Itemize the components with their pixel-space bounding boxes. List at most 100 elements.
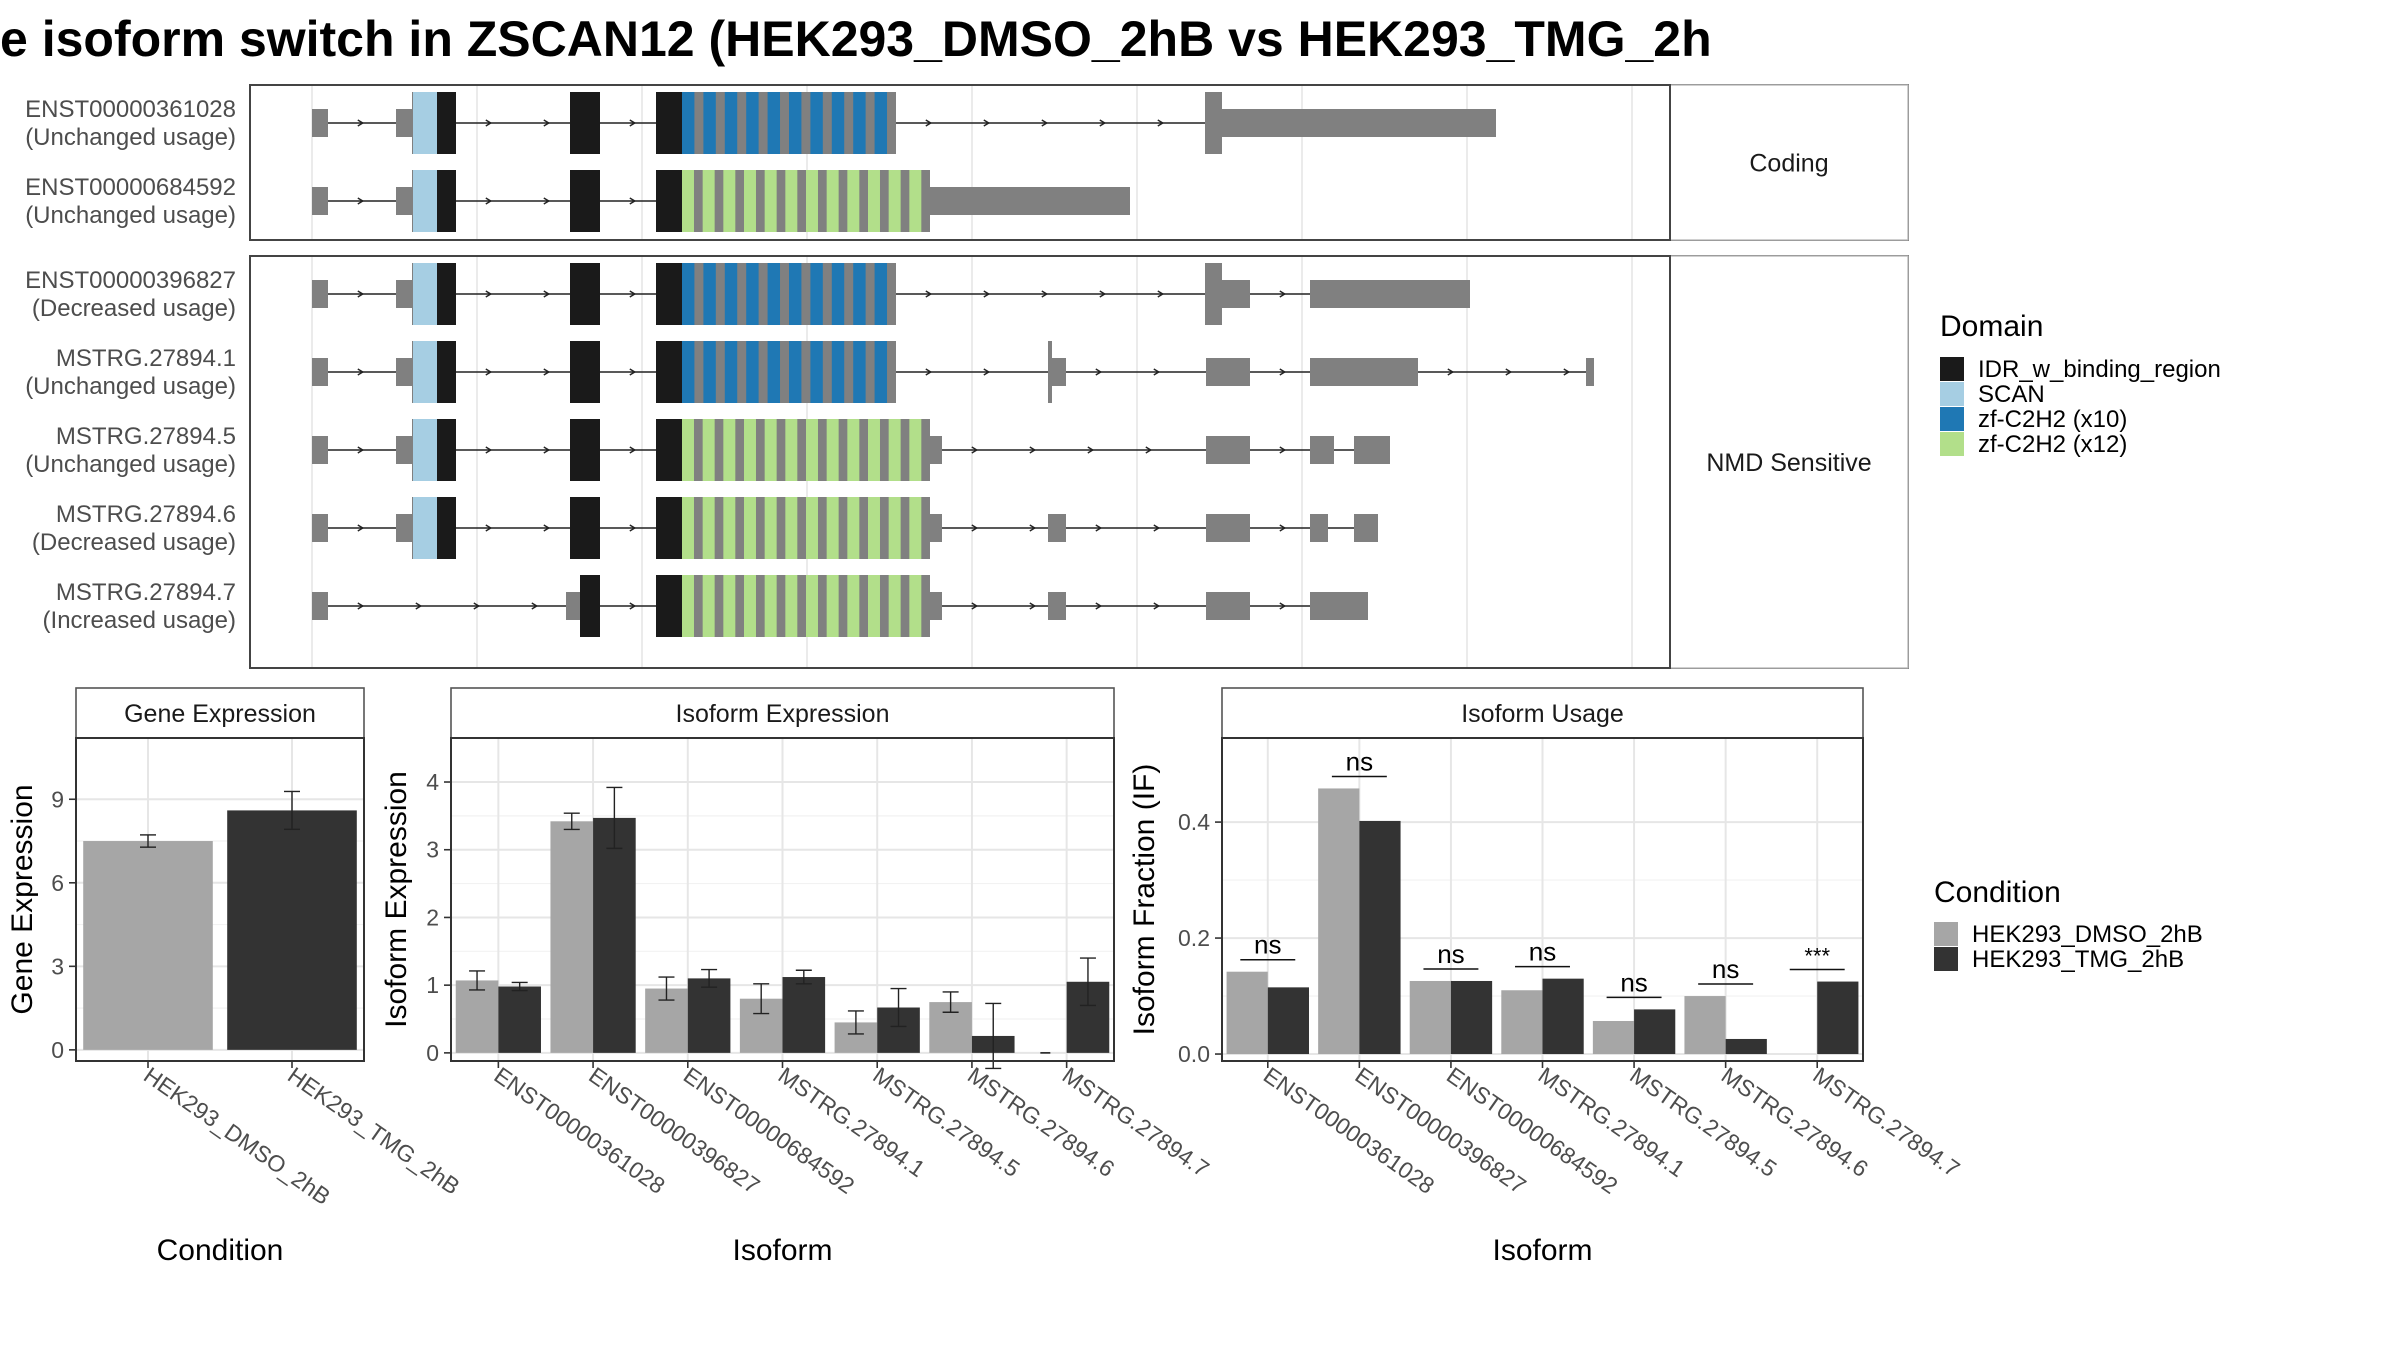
bar <box>782 977 826 1053</box>
exon <box>1310 280 1470 308</box>
legend-key <box>1940 357 1964 381</box>
bar <box>1409 980 1451 1055</box>
intron-arrow <box>531 602 539 610</box>
zf-c2h2-domain <box>764 170 777 232</box>
scan-domain <box>413 419 437 481</box>
intron-arrow <box>1087 446 1095 454</box>
exon <box>312 514 328 542</box>
x-tick-label: ENST00000361028 <box>489 1062 669 1199</box>
bar <box>227 810 357 1050</box>
isoform-usage-chart: Isoform Usage ns ns ns ns ns ns *** 0.0 0.2 0.4 ENS… <box>1128 687 1965 1267</box>
intron-arrow <box>357 446 365 454</box>
zf-c2h2-domain <box>746 263 759 325</box>
zf-c2h2-domain <box>888 170 901 232</box>
idr-domain <box>656 575 682 637</box>
intron-arrow <box>629 602 637 610</box>
zf-c2h2-domain <box>764 497 777 559</box>
intron-arrow <box>543 290 551 298</box>
intron-arrow <box>629 368 637 376</box>
zf-c2h2-domain <box>810 341 823 403</box>
exon <box>1048 514 1066 542</box>
exon <box>1310 358 1418 386</box>
bar <box>1817 981 1859 1055</box>
zf-c2h2-domain <box>909 575 922 637</box>
zf-c2h2-domain <box>868 170 880 232</box>
exon <box>1048 341 1052 403</box>
significance-label: ns <box>1346 746 1373 776</box>
y-tick-label: 2 <box>426 904 439 930</box>
legend-key <box>1940 407 1964 431</box>
legend-key <box>1934 947 1958 971</box>
intron-arrow <box>1157 290 1165 298</box>
zf-c2h2-domain <box>682 419 694 481</box>
exon <box>1206 358 1250 386</box>
structure-panel-border <box>249 84 1671 241</box>
intron-arrow <box>1029 524 1037 532</box>
idr-domain <box>570 341 600 403</box>
bar <box>1226 971 1268 1055</box>
zf-c2h2-domain <box>767 263 781 325</box>
idr-domain <box>437 419 456 481</box>
idr-domain <box>437 92 456 154</box>
legend-label: SCAN <box>1978 381 2045 408</box>
intron-arrow <box>925 119 933 127</box>
significance-label: ns <box>1254 930 1281 960</box>
bar <box>83 841 213 1050</box>
intron-arrow <box>1447 368 1455 376</box>
zf-c2h2-domain <box>785 575 798 637</box>
zf-c2h2-domain <box>826 575 839 637</box>
intron-arrow <box>971 446 979 454</box>
idr-domain <box>580 575 600 637</box>
zf-c2h2-domain <box>744 419 756 481</box>
exon <box>1205 263 1222 325</box>
legend-label: IDR_w_binding_region <box>1978 356 2221 383</box>
legend-label: zf-C2H2 (x10) <box>1978 406 2127 433</box>
exon <box>312 280 328 308</box>
intron-arrow <box>543 119 551 127</box>
intron-arrow <box>357 197 365 205</box>
exon <box>1586 358 1594 386</box>
intron-arrow <box>485 197 493 205</box>
isoform-id-label: MSTRG.27894.7 <box>56 579 236 606</box>
zf-c2h2-domain <box>682 575 694 637</box>
zf-c2h2-domain <box>767 92 781 154</box>
zf-c2h2-domain <box>767 341 781 403</box>
zf-c2h2-domain <box>785 170 798 232</box>
facet-label: Coding <box>1749 150 1828 178</box>
zf-c2h2-domain <box>789 341 802 403</box>
zf-c2h2-domain <box>909 419 922 481</box>
idr-domain <box>437 170 456 232</box>
intron-arrow <box>543 446 551 454</box>
zf-c2h2-domain <box>831 341 845 403</box>
exon <box>1310 592 1368 620</box>
intron-arrow <box>543 197 551 205</box>
bar <box>1359 820 1401 1055</box>
isoform-id-label: ENST00000684592 <box>25 174 236 201</box>
zf-c2h2-domain <box>682 497 694 559</box>
y-axis-label: Isoform Fraction (IF) <box>1128 764 1161 1036</box>
intron-arrow <box>357 524 365 532</box>
intron-arrow <box>1279 446 1287 454</box>
y-tick-label: 0 <box>51 1037 64 1063</box>
zf-c2h2-domain <box>853 263 866 325</box>
idr-domain <box>656 419 682 481</box>
x-axis-label: Isoform <box>1492 1234 1592 1267</box>
intron-arrow <box>983 368 991 376</box>
legend-key <box>1934 922 1958 946</box>
x-tick-label: ENST00000396827 <box>1350 1062 1530 1199</box>
exon <box>1354 436 1390 464</box>
intron-arrow <box>1029 446 1037 454</box>
legend-title: Domain <box>1940 310 2043 343</box>
idr-domain <box>656 341 682 403</box>
exon <box>1310 436 1334 464</box>
intron-arrow <box>1279 602 1287 610</box>
idr-domain <box>570 419 600 481</box>
intron-arrow <box>1157 119 1165 127</box>
zf-c2h2-domain <box>806 575 818 637</box>
intron-arrow <box>415 602 423 610</box>
x-axis-label: Isoform <box>732 1234 832 1267</box>
intron-arrow <box>629 446 637 454</box>
zf-c2h2-domain <box>847 419 860 481</box>
